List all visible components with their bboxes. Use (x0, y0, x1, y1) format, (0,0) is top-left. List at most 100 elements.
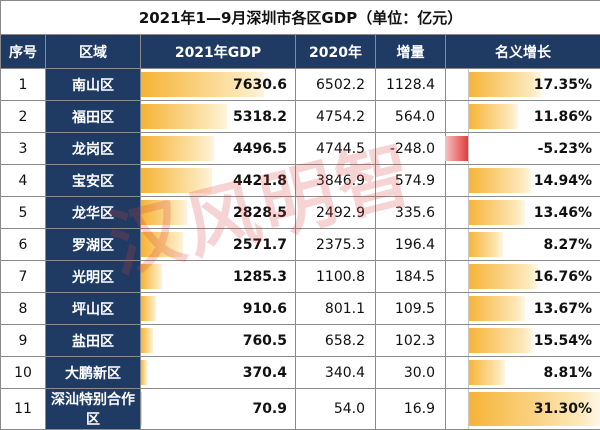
gdp-2021-value: 2828.5 (233, 205, 295, 221)
row-region: 福田区 (46, 101, 141, 133)
growth-zero-axis (468, 133, 469, 164)
row-growth: 11.86% (446, 101, 600, 133)
row-gdp-2020: 2492.9 (296, 197, 376, 229)
growth-data-bar (468, 104, 518, 129)
row-gdp-2021: 370.4 (141, 357, 296, 389)
growth-zero-axis (468, 69, 469, 100)
row-gdp-2020: 1100.8 (296, 261, 376, 293)
header-increase: 增量 (376, 35, 446, 69)
row-gdp-2021: 70.9 (141, 389, 296, 430)
gdp-data-bar (141, 264, 162, 289)
row-gdp-2021: 4496.5 (141, 133, 296, 165)
row-index: 4 (1, 165, 46, 197)
gdp-2021-value: 70.9 (252, 401, 295, 417)
row-region: 南山区 (46, 69, 141, 101)
gdp-2021-value: 370.4 (243, 365, 295, 381)
row-index: 5 (1, 197, 46, 229)
gdp-data-bar (141, 232, 183, 257)
row-gdp-2021: 2571.7 (141, 229, 296, 261)
growth-value: 16.76% (534, 269, 600, 285)
row-increase: 184.5 (376, 261, 446, 293)
growth-value: -5.23% (538, 141, 600, 157)
table-title: 2021年1—9月深圳市各区GDP（单位：亿元） (1, 1, 600, 35)
row-region: 宝安区 (46, 165, 141, 197)
row-index: 7 (1, 261, 46, 293)
row-increase: -248.0 (376, 133, 446, 165)
row-region: 龙岗区 (46, 133, 141, 165)
growth-data-bar (445, 136, 467, 161)
gdp-data-bar (141, 360, 147, 385)
growth-value: 13.46% (534, 205, 600, 221)
gdp-data-bar (141, 392, 142, 426)
row-increase: 574.9 (376, 165, 446, 197)
growth-value: 8.81% (543, 365, 600, 381)
row-region: 盐田区 (46, 325, 141, 357)
row-gdp-2020: 4754.2 (296, 101, 376, 133)
growth-data-bar (468, 264, 539, 289)
row-growth: 15.54% (446, 325, 600, 357)
row-increase: 102.3 (376, 325, 446, 357)
row-gdp-2021: 910.6 (141, 293, 296, 325)
growth-zero-axis (468, 293, 469, 324)
row-index: 6 (1, 229, 46, 261)
growth-value: 17.35% (534, 77, 600, 93)
growth-data-bar (468, 360, 505, 385)
growth-zero-axis (468, 229, 469, 260)
growth-zero-axis (468, 357, 469, 388)
gdp-2021-value: 2571.7 (233, 237, 295, 253)
growth-value: 13.67% (534, 301, 600, 317)
growth-value: 11.86% (534, 109, 600, 125)
row-region: 大鹏新区 (46, 357, 141, 389)
row-gdp-2020: 6502.2 (296, 69, 376, 101)
gdp-2021-value: 1285.3 (233, 269, 295, 285)
header-gdp-2020: 2020年 (296, 35, 376, 69)
row-index: 3 (1, 133, 46, 165)
gdp-2021-value: 5318.2 (233, 109, 295, 125)
growth-zero-axis (468, 197, 469, 228)
row-increase: 16.9 (376, 389, 446, 430)
row-growth: 31.30% (446, 389, 600, 430)
row-index: 11 (1, 389, 46, 430)
row-increase: 1128.4 (376, 69, 446, 101)
row-gdp-2020: 801.1 (296, 293, 376, 325)
row-growth: -5.23% (446, 133, 600, 165)
row-gdp-2021: 4421.8 (141, 165, 296, 197)
row-index: 1 (1, 69, 46, 101)
row-gdp-2020: 4744.5 (296, 133, 376, 165)
row-growth: 17.35% (446, 69, 600, 101)
row-gdp-2020: 54.0 (296, 389, 376, 430)
gdp-table-page: 2021年1—9月深圳市各区GDP（单位：亿元） 序号 区域 2021年GDP … (0, 0, 600, 418)
growth-zero-axis (468, 261, 469, 292)
growth-value: 8.27% (543, 237, 600, 253)
header-growth: 名义增长 (446, 35, 600, 69)
gdp-2021-value: 4496.5 (233, 141, 295, 157)
growth-zero-axis (468, 165, 469, 196)
row-region: 龙华区 (46, 197, 141, 229)
growth-value: 14.94% (534, 173, 600, 189)
header-index: 序号 (1, 35, 46, 69)
gdp-data-bar (141, 200, 187, 225)
header-row: 序号 区域 2021年GDP 2020年 增量 名义增长 (1, 35, 600, 69)
growth-data-bar (468, 168, 531, 193)
row-region: 光明区 (46, 261, 141, 293)
growth-data-bar (468, 200, 525, 225)
row-increase: 196.4 (376, 229, 446, 261)
row-index: 10 (1, 357, 46, 389)
row-index: 9 (1, 325, 46, 357)
row-increase: 564.0 (376, 101, 446, 133)
gdp-data-bar (141, 168, 212, 193)
row-gdp-2020: 658.2 (296, 325, 376, 357)
row-growth: 8.81% (446, 357, 600, 389)
row-gdp-2020: 340.4 (296, 357, 376, 389)
